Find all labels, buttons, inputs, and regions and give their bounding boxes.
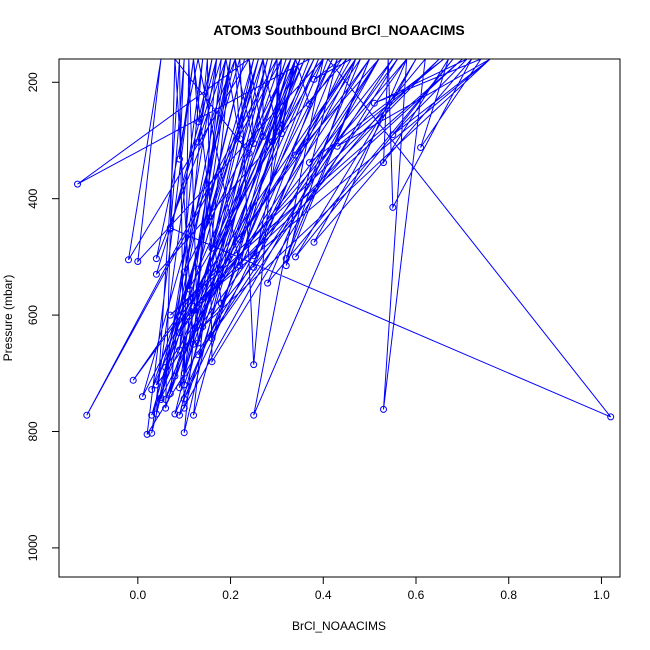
data-point: [259, 132, 267, 140]
data-point: [389, 203, 397, 211]
x-tick-label: 0.2: [222, 588, 239, 602]
data-point: [129, 376, 137, 384]
data-point: [236, 235, 244, 243]
data-point: [370, 99, 378, 107]
data-point: [74, 180, 81, 188]
data-point: [176, 411, 183, 419]
y-tick-label: 200: [26, 72, 40, 92]
series-line: [77, 59, 612, 435]
data-point: [208, 334, 216, 342]
data-point: [250, 252, 258, 260]
data-point: [176, 329, 183, 337]
data-point: [264, 279, 272, 287]
data-point: [190, 411, 197, 419]
data-point: [194, 265, 202, 273]
data-point: [245, 149, 253, 157]
data-point: [417, 144, 425, 151]
data-point: [607, 413, 615, 421]
data-point: [162, 396, 170, 403]
x-tick-label: 0.4: [315, 588, 332, 602]
data-point: [143, 430, 151, 438]
data-point: [194, 118, 202, 126]
data-point: [292, 253, 299, 261]
data-point: [162, 364, 170, 371]
data-point: [190, 340, 197, 348]
data-point: [148, 386, 156, 394]
data-point: [305, 100, 313, 108]
x-axis-title: BrCl_NOAACIMS: [292, 619, 386, 633]
x-tick-label: 1.0: [593, 588, 610, 602]
y-tick-label: 800: [26, 421, 40, 441]
data-point: [152, 255, 160, 263]
data-point: [162, 404, 170, 412]
x-tick-label: 0.8: [500, 588, 517, 602]
data-point: [380, 159, 387, 167]
x-axis: 0.0 0.2 0.4 0.6 0.8 1.0: [129, 576, 610, 602]
y-tick-label: 600: [26, 305, 40, 325]
data-point: [139, 393, 146, 401]
data-point: [194, 138, 202, 146]
data-point: [208, 244, 216, 252]
data-point: [199, 323, 207, 331]
data-point: [166, 390, 174, 398]
data-point: [190, 302, 197, 310]
data-point: [282, 255, 290, 263]
data-point: [305, 159, 313, 167]
data-point: [282, 262, 290, 270]
data-point: [152, 381, 160, 389]
data-point: [292, 151, 299, 159]
data-point: [250, 361, 258, 369]
data-point: [166, 224, 174, 232]
data-point: [194, 351, 202, 359]
y-tick-label: 400: [26, 188, 40, 208]
data-point: [180, 268, 188, 276]
data-point: [250, 263, 258, 271]
x-tick-label: 0.6: [408, 588, 425, 602]
x-tick-label: 0.0: [129, 588, 146, 602]
data-point: [180, 316, 188, 324]
data-point: [217, 299, 225, 307]
data-point: [171, 410, 179, 418]
data-point: [208, 358, 216, 366]
y-axis: 200 400 600 800 1000: [26, 72, 60, 561]
y-axis-title: Pressure (mbar): [1, 275, 15, 362]
data-point: [148, 429, 156, 437]
data-point: [310, 238, 318, 246]
data-point: [180, 395, 188, 403]
data-point: [236, 135, 244, 143]
data-point: [125, 256, 132, 264]
data-point: [273, 127, 281, 135]
data-point: [176, 155, 183, 163]
data-layer: [74, 59, 615, 438]
data-point: [268, 138, 276, 146]
data-point: [180, 369, 188, 377]
data-point: [152, 270, 160, 278]
data-point: [176, 346, 183, 354]
data-point: [180, 429, 188, 437]
data-point: [152, 410, 160, 418]
data-point: [194, 339, 202, 347]
data-point: [250, 411, 258, 419]
data-point: [236, 262, 244, 270]
y-tick-label: 1000: [26, 534, 40, 561]
data-point: [389, 131, 397, 139]
data-point: [250, 139, 258, 147]
data-point: [180, 404, 188, 412]
data-point: [185, 285, 193, 293]
data-point: [333, 142, 341, 150]
data-point: [83, 411, 91, 419]
data-point: [310, 75, 318, 83]
chart-title: ATOM3 Southbound BrCl_NOAACIMS: [213, 22, 464, 38]
data-point: [166, 311, 174, 319]
data-point: [148, 411, 156, 419]
data-point: [134, 258, 142, 265]
data-point: [171, 372, 179, 380]
data-point: [180, 381, 188, 389]
data-point: [157, 394, 165, 402]
data-point: [380, 405, 387, 413]
